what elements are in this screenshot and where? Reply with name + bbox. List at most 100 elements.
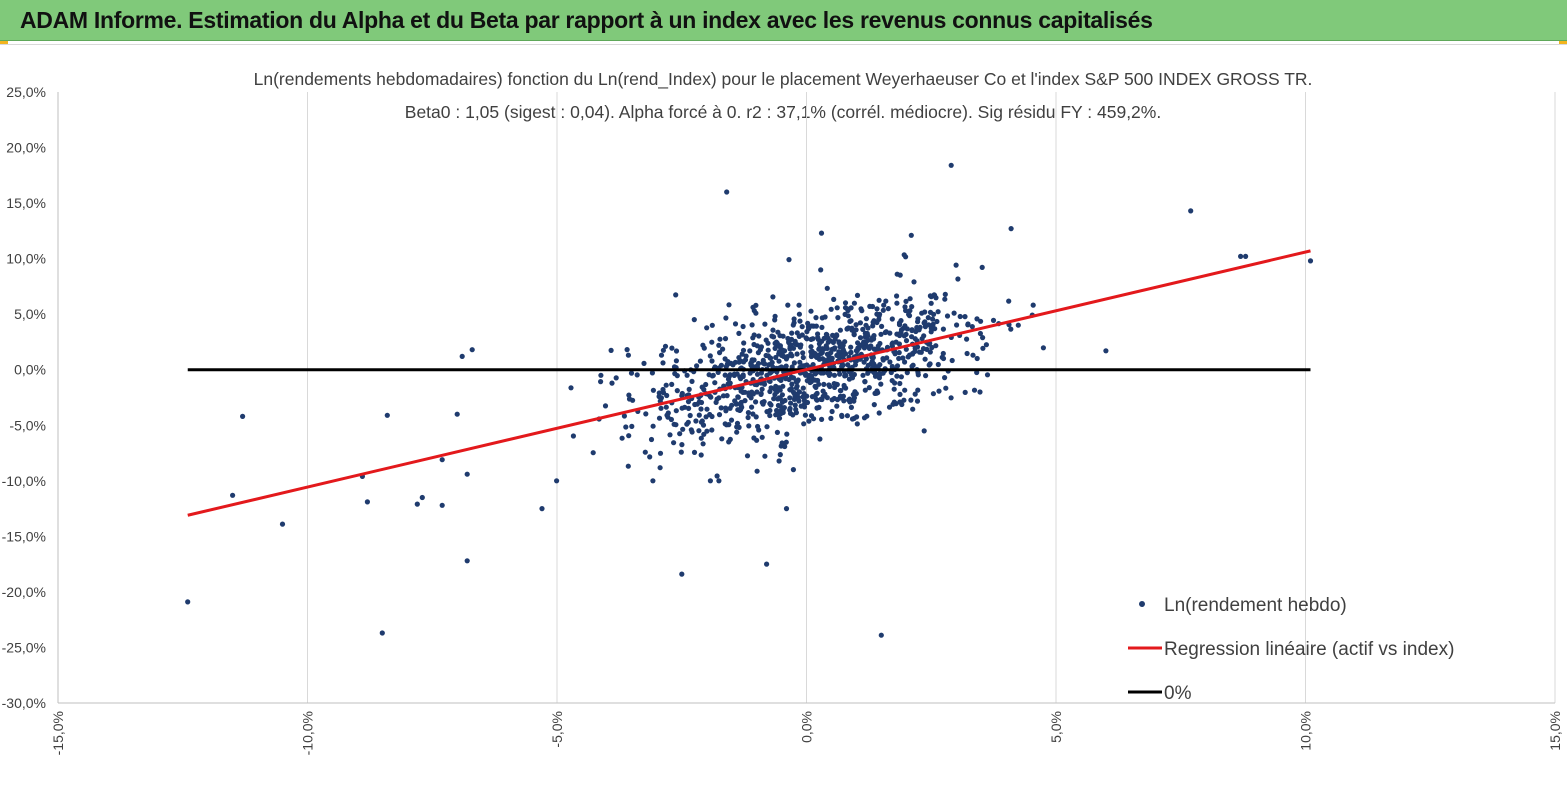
data-point bbox=[848, 350, 854, 356]
data-point bbox=[824, 345, 830, 351]
data-point bbox=[1008, 226, 1014, 232]
data-point bbox=[704, 428, 710, 434]
data-point bbox=[459, 353, 465, 359]
data-point bbox=[837, 371, 843, 377]
data-point bbox=[776, 358, 782, 364]
data-point bbox=[684, 372, 690, 378]
data-point bbox=[883, 329, 889, 335]
data-point bbox=[806, 326, 812, 332]
data-point bbox=[823, 331, 830, 337]
data-point bbox=[1307, 258, 1314, 264]
data-point bbox=[672, 371, 678, 377]
data-point bbox=[598, 372, 604, 378]
data-point bbox=[894, 373, 900, 379]
data-point bbox=[867, 303, 873, 309]
data-point bbox=[829, 408, 835, 415]
data-point bbox=[673, 422, 679, 428]
data-point bbox=[964, 336, 970, 342]
data-point bbox=[777, 408, 784, 414]
data-point bbox=[671, 364, 678, 370]
data-point bbox=[674, 388, 680, 394]
data-point bbox=[687, 412, 693, 419]
data-point bbox=[768, 355, 774, 361]
data-point bbox=[930, 391, 937, 397]
data-point bbox=[818, 267, 824, 273]
data-point bbox=[906, 311, 912, 317]
data-point bbox=[813, 315, 819, 321]
data-point bbox=[608, 347, 614, 353]
data-point bbox=[928, 300, 934, 306]
data-point bbox=[980, 345, 986, 351]
data-point bbox=[870, 319, 876, 325]
data-point bbox=[908, 397, 914, 403]
data-point bbox=[930, 321, 936, 327]
data-point bbox=[903, 307, 909, 314]
data-point bbox=[716, 478, 722, 484]
data-point bbox=[810, 362, 816, 368]
data-point bbox=[736, 355, 742, 361]
y-tick-label: -10,0% bbox=[2, 473, 46, 489]
data-point bbox=[647, 454, 653, 460]
data-point bbox=[734, 424, 740, 430]
data-point bbox=[825, 356, 831, 363]
data-point bbox=[878, 381, 884, 387]
data-point bbox=[414, 501, 420, 507]
data-point bbox=[877, 340, 883, 347]
data-point bbox=[698, 399, 705, 406]
data-point bbox=[749, 389, 755, 395]
data-point bbox=[774, 407, 780, 414]
legend-label: 0% bbox=[1164, 683, 1192, 704]
data-point bbox=[902, 387, 908, 393]
data-point bbox=[767, 412, 773, 419]
y-tick-label: -20,0% bbox=[2, 584, 46, 600]
data-point bbox=[834, 397, 841, 403]
data-point bbox=[903, 346, 909, 352]
data-point bbox=[880, 357, 886, 363]
y-tick-label: 25,0% bbox=[6, 84, 46, 100]
data-point bbox=[903, 338, 910, 344]
data-point bbox=[800, 385, 806, 391]
data-point bbox=[717, 336, 723, 342]
data-point bbox=[878, 331, 884, 337]
data-point bbox=[710, 372, 716, 378]
data-point bbox=[964, 350, 970, 357]
data-point bbox=[625, 352, 632, 358]
data-point bbox=[791, 391, 798, 397]
data-point bbox=[716, 412, 723, 418]
data-point bbox=[874, 319, 880, 326]
data-point bbox=[866, 345, 873, 351]
data-point bbox=[871, 333, 877, 339]
data-point bbox=[792, 402, 798, 408]
data-point bbox=[979, 264, 985, 270]
x-axis-ticks: -15,0% -10,0% -5,0% 0,0% 5,0% 10,0% 15,0% bbox=[50, 711, 1563, 755]
data-point bbox=[787, 395, 793, 401]
data-point bbox=[660, 360, 666, 366]
data-point bbox=[969, 324, 975, 330]
x-tick-label: 5,0% bbox=[1048, 711, 1064, 743]
data-point bbox=[539, 506, 545, 512]
data-point bbox=[801, 421, 807, 427]
data-point bbox=[673, 408, 679, 414]
data-point bbox=[897, 380, 903, 387]
data-point bbox=[664, 412, 670, 418]
data-point bbox=[783, 506, 790, 512]
data-point bbox=[797, 344, 803, 350]
data-point bbox=[750, 411, 756, 417]
data-point bbox=[942, 296, 948, 302]
data-point bbox=[723, 315, 729, 321]
data-point bbox=[828, 415, 834, 421]
data-point bbox=[727, 436, 733, 442]
data-point bbox=[813, 323, 820, 329]
y-tick-label: -15,0% bbox=[2, 528, 46, 544]
data-point bbox=[917, 324, 923, 330]
data-point bbox=[364, 499, 370, 505]
data-point bbox=[954, 322, 960, 328]
data-point bbox=[776, 415, 783, 421]
data-point bbox=[942, 291, 948, 297]
data-point bbox=[749, 404, 755, 410]
data-point bbox=[623, 424, 629, 430]
data-point bbox=[940, 326, 947, 332]
data-point bbox=[735, 394, 741, 400]
data-point bbox=[804, 362, 810, 368]
data-point bbox=[650, 423, 656, 429]
